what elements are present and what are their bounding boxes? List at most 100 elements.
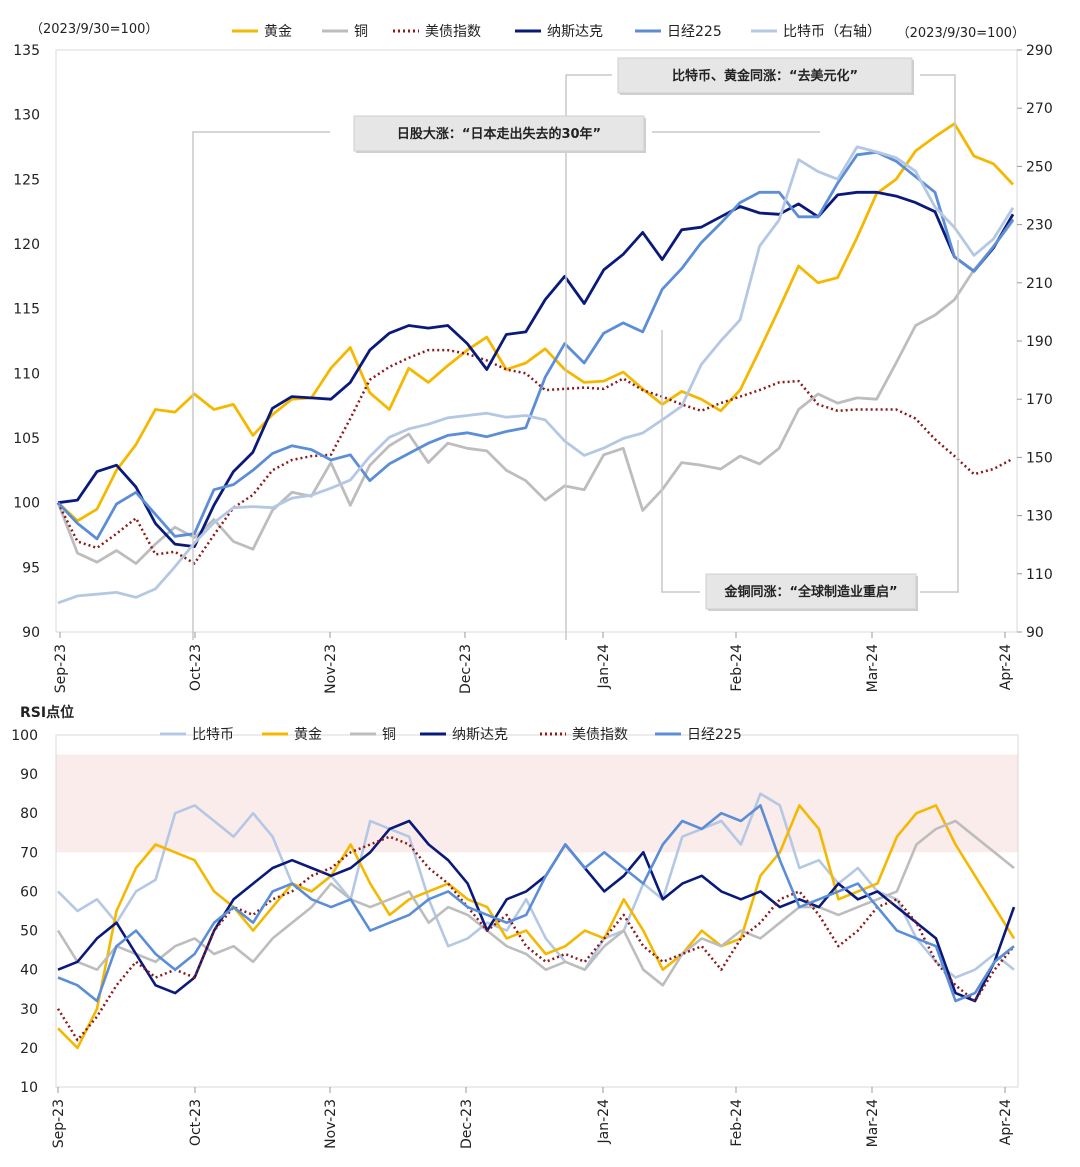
plot-frame-rsi — [55, 734, 1019, 1088]
x-tick-group-0: Sep-23 — [53, 644, 69, 693]
rsi-line-series-2 — [56, 819, 1015, 987]
y-right-tick-3: 150 — [1026, 450, 1053, 466]
y-left-tick-0: 90 — [22, 625, 40, 641]
y-right-tick-6: 210 — [1026, 276, 1053, 292]
chart-rsi: RSI点位 10 20 30 40 50 60 70 80 90 100 Sep-23 Oct-23 No… — [11, 704, 1019, 1149]
y-right-tick-10: 290 — [1026, 43, 1053, 59]
legend-label-1: 铜 — [354, 24, 368, 40]
annotation-gold-copper-text: 金铜同涨：“全球制造业重启” — [723, 584, 897, 600]
rsi-legend-label-0: 比特币 — [192, 727, 234, 743]
connector-gold-copper-right — [920, 240, 959, 593]
x-tick-group-5: Feb-24 — [729, 644, 745, 692]
rsi-x-tick-group-5: Feb-24 — [729, 1099, 745, 1147]
left-axis-unit: （2023/9/30=100） — [30, 22, 158, 37]
x-tick-6: Mar-24 — [865, 644, 881, 692]
x-tick-group-2: Nov-23 — [323, 644, 339, 694]
legend-label-3: 纳斯达克 — [547, 24, 603, 40]
rsi-y-tick-8: 90 — [20, 767, 38, 783]
rsi-y-tick-1: 20 — [20, 1041, 38, 1057]
x-tick-group-7: Apr-24 — [998, 644, 1014, 690]
annotation-gold-copper-box — [705, 573, 917, 610]
annotation-btc-gold-text: 比特币、黄金同涨：“去美元化” — [672, 68, 858, 84]
y-left-tick-2: 100 — [13, 496, 40, 512]
y-left-tick-4: 110 — [13, 366, 40, 382]
rsi-y-tick-4: 50 — [20, 924, 38, 940]
rsi-legend-label-4: 美债指数 — [572, 727, 628, 743]
rsi-x-tick-group-3: Dec-23 — [459, 1099, 475, 1149]
rsi-y-tick-9: 100 — [11, 728, 38, 744]
legend-label-4: 日经225 — [667, 24, 722, 40]
y-right-tick-0: 90 — [1026, 625, 1044, 641]
y-right-tick-8: 250 — [1026, 159, 1053, 175]
annotation-japan-text: 日股大涨：“日本走出失去的30年” — [397, 126, 601, 142]
right-axis-unit: （2023/9/30=100） — [897, 26, 1025, 41]
x-tick-4: Jan-24 — [596, 644, 612, 690]
rsi-x-tick-group-4: Jan-24 — [596, 1099, 612, 1145]
connector-btc-gold-right — [920, 74, 956, 230]
y-left-tick-5: 115 — [13, 302, 40, 318]
rsi-x-tick-5: Feb-24 — [729, 1099, 745, 1147]
y-right-tick-1: 110 — [1026, 567, 1053, 583]
rsi-line-series-1 — [57, 804, 1016, 1050]
y-left-tick-9: 135 — [13, 43, 40, 59]
chart-asset-performance: （2023/9/30=100） （2023/9/30=100） 90 95 100 105… — [13, 22, 1053, 694]
rsi-x-tick-3: Dec-23 — [459, 1099, 475, 1149]
rsi-x-tick-1: Oct-23 — [188, 1099, 204, 1146]
rsi-x-tick-group-0: Sep-23 — [51, 1099, 67, 1148]
line-series-4 — [56, 150, 1015, 541]
line-series-3 — [57, 190, 1015, 548]
rsi-x-tick-7: Apr-24 — [998, 1099, 1014, 1145]
line-series-5 — [57, 145, 1015, 605]
annotation-japan-box — [353, 115, 645, 152]
rsi-x-tick-group-6: Mar-24 — [865, 1099, 881, 1147]
x-tick-7: Apr-24 — [998, 644, 1014, 690]
x-tick-0: Sep-23 — [53, 644, 69, 693]
y-left-tick-7: 125 — [13, 172, 40, 188]
x-tick-5: Feb-24 — [729, 644, 745, 692]
annotation-btc-gold-box — [617, 57, 913, 94]
rsi-x-tick-4: Jan-24 — [596, 1099, 612, 1145]
connector-japan-left — [192, 131, 330, 640]
rsi-y-tick-6: 70 — [20, 845, 38, 861]
rsi-x-tick-group-1: Oct-23 — [188, 1099, 204, 1146]
y-right-tick-7: 230 — [1026, 218, 1053, 234]
overbought-band — [56, 754, 1018, 853]
rsi-x-tick-group-2: Nov-23 — [323, 1099, 339, 1149]
rsi-legend-label-5: 日经225 — [687, 727, 742, 743]
connector-btc-gold-left — [565, 74, 612, 640]
rsi-line-series-5 — [57, 804, 1015, 1003]
rsi-y-tick-3: 40 — [20, 963, 38, 979]
connector-gold-copper-left — [661, 330, 700, 593]
rsi-y-tick-2: 30 — [20, 1002, 38, 1018]
rsi-legend-label-1: 黄金 — [294, 726, 322, 743]
rsi-x-tick-group-7: Apr-24 — [998, 1099, 1014, 1145]
x-tick-group-1: Oct-23 — [188, 644, 204, 691]
legend-label-0: 黄金 — [264, 23, 292, 40]
rsi-legend-label-2: 铜 — [382, 727, 396, 743]
x-tick-group-3: Dec-23 — [458, 644, 474, 694]
x-tick-group-6: Mar-24 — [865, 644, 881, 692]
legend-label-2: 美债指数 — [425, 24, 481, 40]
rsi-x-tick-6: Mar-24 — [865, 1099, 881, 1147]
rsi-line-series-0 — [57, 792, 1015, 979]
y-right-tick-4: 170 — [1026, 392, 1053, 408]
rsi-y-tick-7: 80 — [20, 806, 38, 822]
rsi-x-tick-0: Sep-23 — [51, 1099, 67, 1148]
line-series-1 — [56, 219, 1015, 565]
x-tick-2: Nov-23 — [323, 644, 339, 694]
rsi-line-series-4 — [56, 835, 1015, 1042]
y-left-tick-1: 95 — [22, 560, 40, 576]
y-right-tick-5: 190 — [1026, 334, 1053, 350]
rsi-x-tick-2: Nov-23 — [323, 1099, 339, 1149]
line-series-0 — [57, 122, 1015, 523]
rsi-line-series-3 — [57, 819, 1016, 1003]
y-left-tick-6: 120 — [13, 237, 40, 253]
x-tick-1: Oct-23 — [188, 644, 204, 691]
x-tick-3: Dec-23 — [458, 644, 474, 694]
rsi-y-tick-0: 10 — [20, 1080, 38, 1096]
line-series-2 — [56, 348, 1014, 565]
y-right-tick-9: 270 — [1026, 101, 1053, 117]
rsi-axis-label: RSI点位 — [20, 704, 74, 721]
y-left-tick-8: 130 — [13, 108, 40, 124]
rsi-legend-label-3: 纳斯达克 — [452, 727, 508, 743]
